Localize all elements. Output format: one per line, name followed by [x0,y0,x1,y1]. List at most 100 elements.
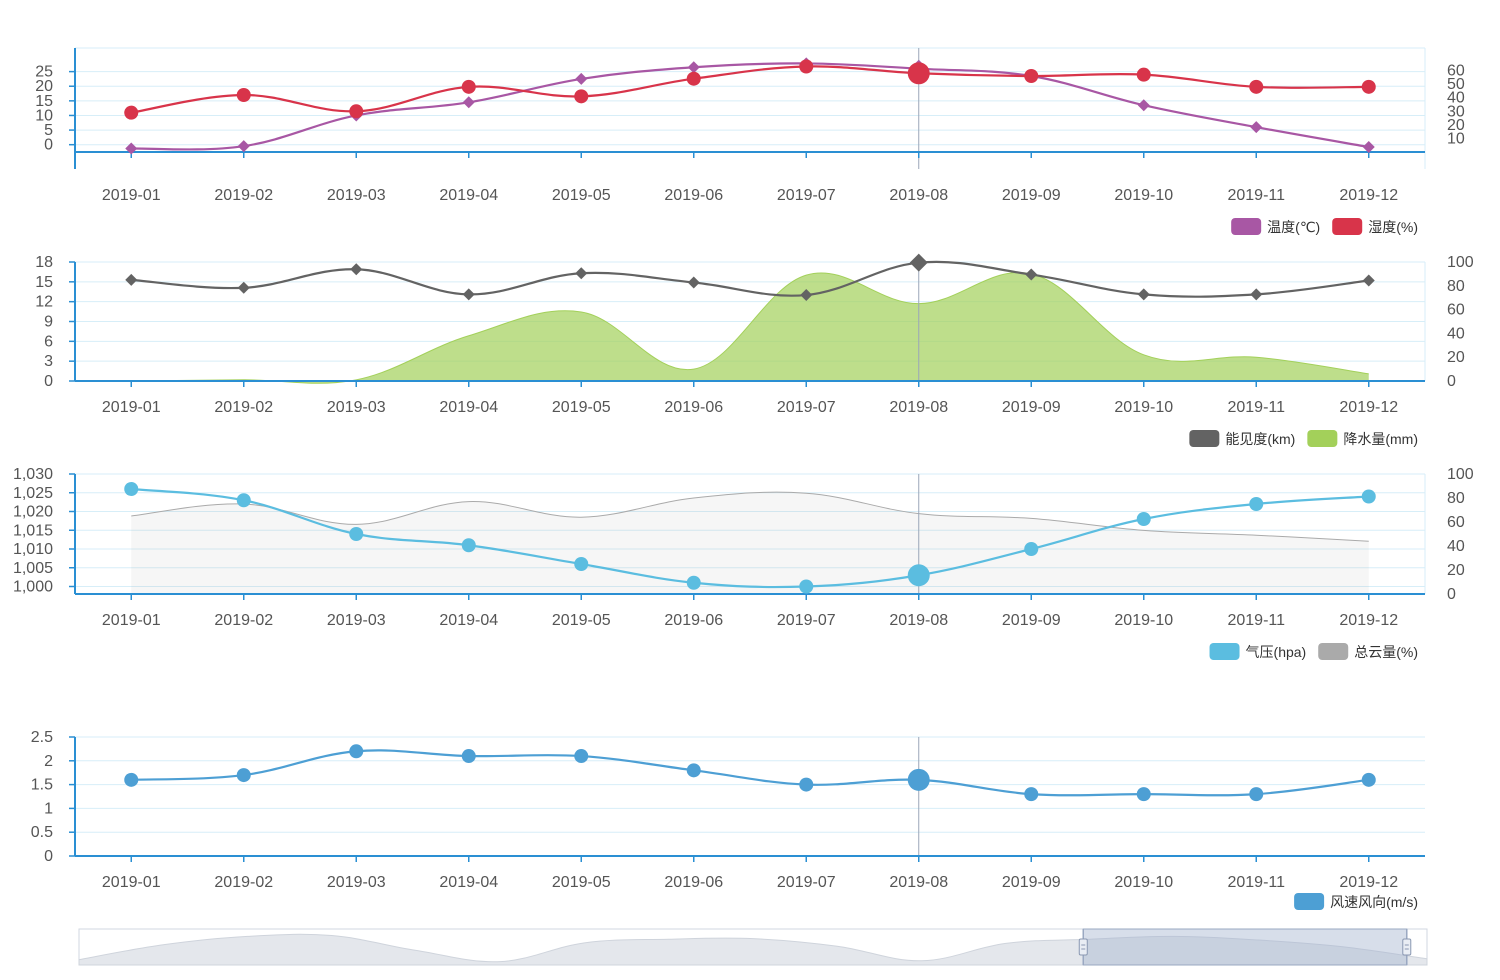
data-point[interactable] [350,263,363,276]
data-point[interactable] [687,61,700,74]
data-point[interactable] [575,72,588,85]
data-point[interactable] [236,768,251,783]
data-point[interactable] [349,744,364,759]
zoom-window[interactable] [1082,928,1408,966]
x-tick-label: 2019-06 [664,874,723,891]
data-point[interactable] [1250,121,1263,134]
data-point[interactable] [1137,288,1150,301]
data-point[interactable] [236,88,251,102]
legend-label[interactable]: 湿度(%) [1368,219,1418,235]
data-point[interactable] [1024,542,1039,556]
x-tick-label: 2019-08 [889,187,948,204]
data-point[interactable] [686,575,701,590]
x-tick-label: 2019-01 [102,187,161,204]
data-point[interactable] [461,749,476,764]
x-tick-label: 2019-03 [327,399,386,416]
data-point[interactable] [1362,274,1375,287]
data-point[interactable] [686,71,701,86]
data-point[interactable] [799,579,814,594]
data-point[interactable] [349,527,364,541]
y-tick-label: 20 [35,78,53,95]
legend-swatch[interactable] [1231,218,1262,235]
series-line [131,260,1369,298]
legend-swatch[interactable] [1209,643,1240,660]
legend-swatch[interactable] [1318,643,1349,660]
data-point[interactable] [907,564,930,587]
zoom-handle-left[interactable] [1078,938,1088,956]
data-point[interactable] [1136,787,1151,802]
legend-label[interactable]: 总云量(%) [1354,644,1418,660]
data-point[interactable] [1136,512,1151,526]
legend-swatch[interactable] [1294,893,1325,910]
data-point[interactable] [574,749,589,764]
data-point[interactable] [1249,787,1264,802]
data-point[interactable] [687,276,700,289]
series-area [131,272,1369,384]
chart-panel-1: 2019-01 2019-02 2019-03 2019-04 2019-05 2019-… [35,47,1465,235]
y2-tick-label: 50 [1447,76,1465,93]
data-point[interactable] [124,105,139,120]
x-tick-label: 2019-02 [214,612,273,629]
data-zoom[interactable] [78,928,1428,966]
data-point[interactable] [461,79,476,94]
data-point[interactable] [574,89,589,104]
x-tick-label: 2019-12 [1339,187,1398,204]
legend-label[interactable]: 气压(hpa) [1246,644,1307,660]
x-tick-label: 2019-11 [1227,399,1285,416]
x-tick-label: 2019-05 [552,187,611,204]
data-point[interactable] [1024,69,1039,83]
data-point[interactable] [800,289,813,302]
x-tick-label: 2019-01 [102,399,161,416]
data-point[interactable] [799,777,814,792]
y2-tick-label: 80 [1447,278,1465,295]
data-point[interactable] [1249,497,1264,511]
data-point[interactable] [1249,79,1264,94]
data-point[interactable] [1136,67,1151,82]
data-point[interactable] [125,273,138,286]
zoom-handle-right[interactable] [1402,938,1412,956]
data-point[interactable] [349,104,364,119]
data-point[interactable] [575,267,588,280]
x-tick-label: 2019-03 [327,187,386,204]
y-tick-label: 1,000 [13,579,53,596]
data-point[interactable] [125,142,138,155]
data-point[interactable] [1361,772,1376,787]
data-point[interactable] [461,538,476,553]
data-point[interactable] [237,281,250,294]
x-tick-label: 2019-12 [1339,874,1398,891]
legend-label[interactable]: 降水量(mm) [1343,431,1418,447]
legend-swatch[interactable] [1307,430,1338,447]
data-point[interactable] [909,253,928,272]
legend-label[interactable]: 风速风向(m/s) [1330,894,1418,910]
data-point[interactable] [1025,268,1038,281]
y2-tick-label: 100 [1447,466,1474,483]
data-point[interactable] [124,772,139,787]
legend-swatch[interactable] [1332,218,1363,235]
y-tick-label: 18 [35,254,53,271]
legend-label[interactable]: 温度(℃) [1267,219,1320,235]
data-point[interactable] [1361,79,1376,94]
data-point[interactable] [124,482,139,496]
series-line [131,749,1369,797]
data-point[interactable] [237,140,250,153]
x-tick-label: 2019-06 [664,612,723,629]
series-line [131,487,1369,589]
data-point[interactable] [907,768,930,791]
x-tick-label: 2019-12 [1339,612,1398,629]
data-point[interactable] [236,493,251,508]
data-point[interactable] [799,59,814,74]
data-point[interactable] [1362,141,1375,154]
data-point[interactable] [462,288,475,301]
data-point[interactable] [1361,489,1376,504]
data-point[interactable] [1137,99,1150,112]
data-point[interactable] [907,62,930,85]
data-point[interactable] [574,557,589,571]
legend-swatch[interactable] [1189,430,1220,447]
data-point[interactable] [686,763,701,778]
data-point[interactable] [1250,288,1263,301]
x-tick-label: 2019-10 [1114,187,1173,204]
legend-label[interactable]: 能见度(km) [1225,431,1295,447]
data-point[interactable] [462,96,475,109]
data-point[interactable] [1024,787,1039,802]
